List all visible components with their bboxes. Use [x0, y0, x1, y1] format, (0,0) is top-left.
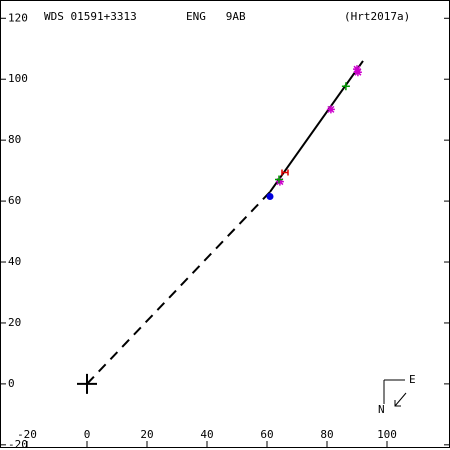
compass-arrowhead	[394, 400, 401, 407]
compass: E N	[378, 373, 416, 416]
asterisk	[353, 68, 362, 77]
compass-arrow	[394, 392, 407, 407]
x-tick-label: 40	[200, 428, 213, 441]
x-tick-label: 0	[84, 428, 91, 441]
observation	[353, 68, 362, 77]
compass-north: N	[378, 403, 385, 416]
x-tick-label: 60	[260, 428, 273, 441]
origin-cross	[77, 373, 97, 394]
x-tick-label: 100	[377, 428, 397, 441]
y-tick-label: 0	[8, 377, 15, 390]
observation	[77, 373, 97, 394]
x-tick-label: 20	[140, 428, 153, 441]
observation	[341, 82, 350, 91]
x-tick-label: -20	[17, 428, 37, 441]
dashed-path	[86, 191, 271, 385]
y-tick-label: 60	[8, 194, 21, 207]
y-tick-label: 40	[8, 255, 21, 268]
plus	[341, 82, 350, 91]
y-tick-label: -20	[8, 438, 28, 450]
asterisk	[353, 65, 361, 74]
chart-title: WDS 01591+3313	[44, 10, 137, 23]
asterisk	[326, 105, 335, 114]
y-tick-label: 100	[8, 72, 28, 85]
asterisk	[275, 177, 284, 186]
observation	[353, 65, 361, 74]
observation	[281, 169, 289, 176]
observation	[266, 193, 274, 201]
y-tick-label: 80	[8, 133, 21, 146]
observation	[326, 105, 335, 114]
observation	[275, 175, 283, 184]
dot-shape	[266, 193, 274, 201]
h-marker	[281, 169, 289, 176]
plus	[275, 175, 283, 184]
reference: (Hrt2017a)	[344, 10, 410, 23]
observation	[275, 177, 284, 186]
x-tick-label: 80	[320, 428, 333, 441]
y-tick-label: 20	[8, 316, 21, 329]
compass-east: E	[409, 373, 416, 386]
orbit-path	[269, 60, 364, 193]
discoverer: ENG 9AB	[186, 10, 246, 23]
y-tick-label: 120	[8, 11, 28, 24]
